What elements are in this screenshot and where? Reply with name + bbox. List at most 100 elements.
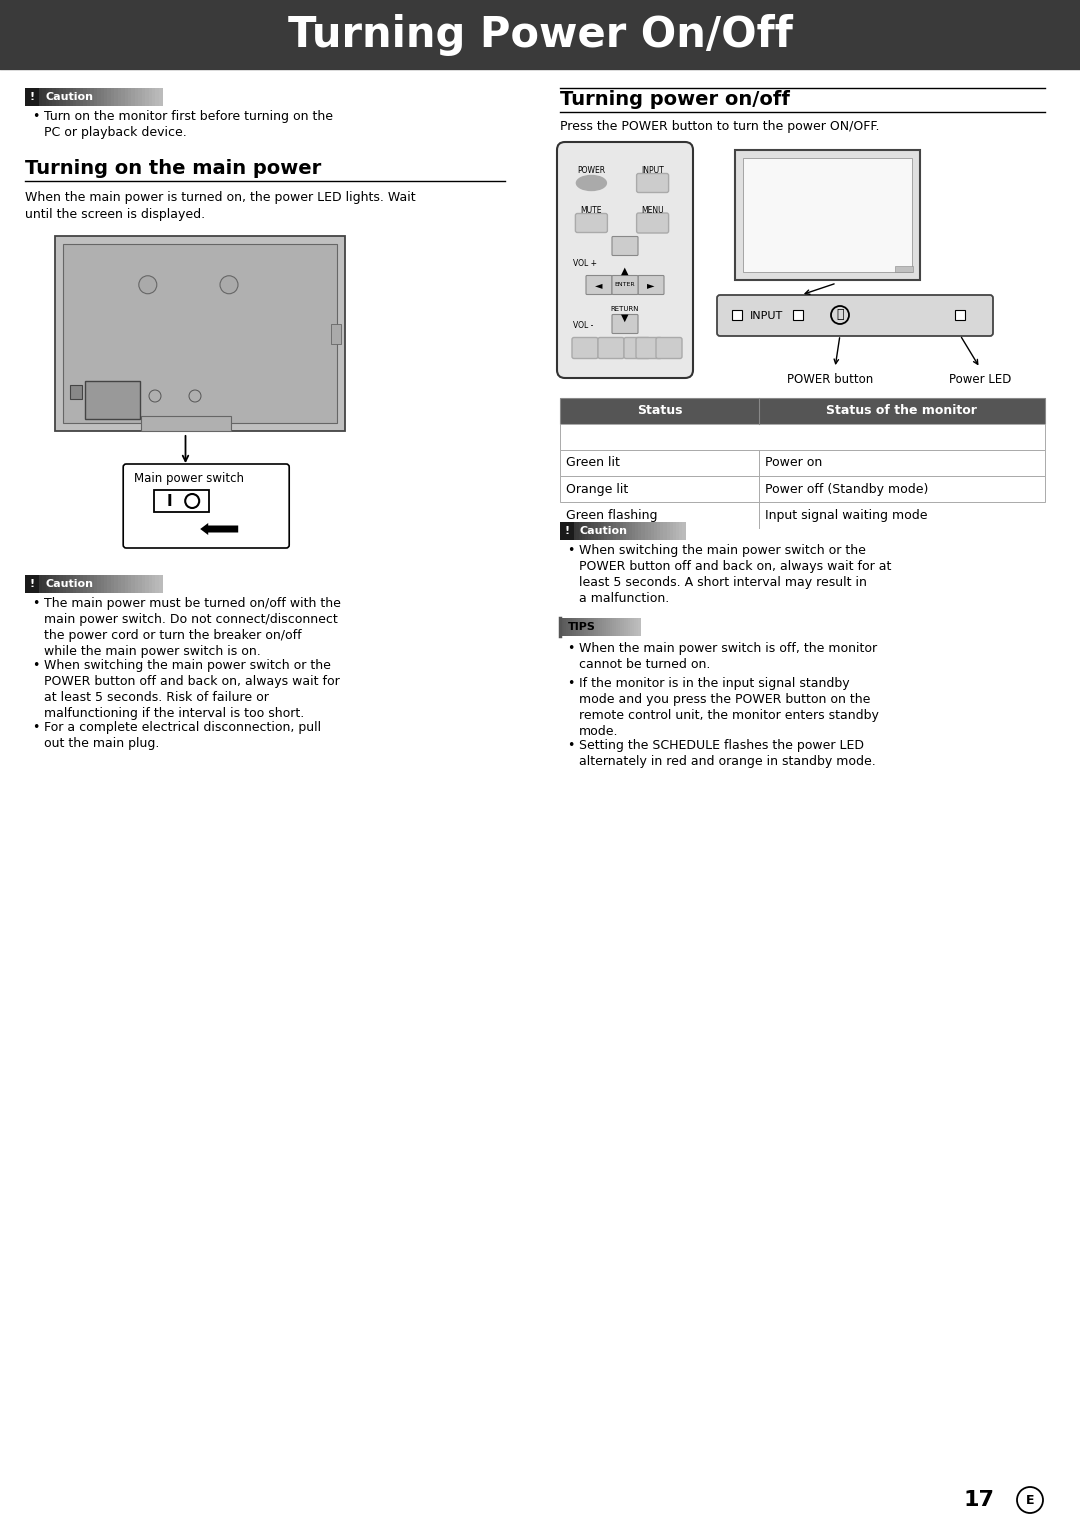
Bar [589,522,592,541]
Bar [94,89,98,105]
Bar [895,266,913,272]
Text: Input signal waiting mode: Input signal waiting mode [765,508,928,522]
Circle shape [139,276,157,293]
Bar [85,382,140,418]
Bar [602,618,605,637]
Bar [141,576,146,592]
Bar [630,618,633,637]
Bar [56,89,60,105]
Text: !: ! [29,92,35,102]
Bar [104,576,108,592]
Bar [138,89,143,105]
Bar [42,576,46,592]
Bar [114,89,119,105]
Bar [638,522,643,541]
Bar [610,618,613,637]
Bar [36,576,40,592]
Bar [118,576,122,592]
Text: RETURN: RETURN [611,305,639,312]
Bar [576,618,579,637]
Text: •: • [567,676,575,690]
Bar [582,618,585,637]
Bar [732,310,742,321]
Bar [86,576,91,592]
Bar [955,310,966,321]
Text: Power on: Power on [765,457,822,469]
Bar [597,522,602,541]
Bar [45,89,50,105]
Bar [25,576,29,592]
Bar [104,89,108,105]
Bar [45,576,50,592]
Bar [594,522,598,541]
Bar [620,618,623,637]
Text: •: • [32,660,39,672]
Bar [53,576,57,592]
FancyBboxPatch shape [735,150,920,279]
Bar [590,618,593,637]
Bar [569,522,573,541]
Bar [97,576,102,592]
Bar [145,89,149,105]
Bar [620,522,623,541]
Bar [91,576,95,592]
Text: •: • [32,721,39,734]
Bar [561,476,1045,502]
Bar [683,522,687,541]
Text: ►: ► [647,279,654,290]
Bar [627,618,631,637]
Bar [578,618,581,637]
Bar [156,89,160,105]
Bar [570,618,573,637]
Bar [97,89,102,105]
Bar [679,522,684,541]
Bar [149,576,153,592]
Text: Turning power on/off: Turning power on/off [561,90,789,108]
Bar [623,522,626,541]
Bar [586,618,589,637]
Text: When the main power is turned on, the power LED lights. Wait
until the screen is: When the main power is turned on, the po… [25,191,416,221]
Text: Press the POWER button to turn the power ON/OFF.: Press the POWER button to turn the power… [561,121,879,133]
Bar [562,618,565,637]
Text: Green flashing: Green flashing [566,508,658,522]
Text: Power off (Standby mode): Power off (Standby mode) [765,483,928,495]
Bar [63,244,337,423]
Bar [654,522,658,541]
Bar [32,89,37,105]
Bar [600,522,605,541]
Bar [561,450,1045,476]
Bar [135,89,139,105]
Bar [25,89,274,105]
Bar [330,324,341,344]
Bar [572,618,575,637]
Bar [39,89,43,105]
Bar [91,89,95,105]
Bar [579,522,583,541]
Bar [66,576,70,592]
Bar [0,0,1080,70]
FancyArrowPatch shape [961,337,977,365]
Bar [124,576,129,592]
Bar [149,89,153,105]
Text: Setting the SCHEDULE flashes the power LED
alternately in red and orange in stan: Setting the SCHEDULE flashes the power L… [579,739,876,768]
Bar [28,576,32,592]
Bar [588,618,591,637]
Text: Turning on the main power: Turning on the main power [25,159,321,179]
Bar [582,522,586,541]
Bar [159,89,163,105]
FancyArrowPatch shape [834,337,839,363]
Bar [70,385,82,399]
FancyBboxPatch shape [572,337,598,359]
Bar [100,576,105,592]
Bar [25,89,29,105]
Text: POWER: POWER [578,166,606,176]
Text: MUTE: MUTE [581,206,603,215]
Bar [604,522,608,541]
Bar [77,576,81,592]
Bar [111,576,116,592]
Bar [39,576,43,592]
Bar [561,522,788,541]
Bar [573,618,577,637]
Text: !: ! [565,525,569,536]
Bar [561,522,564,541]
